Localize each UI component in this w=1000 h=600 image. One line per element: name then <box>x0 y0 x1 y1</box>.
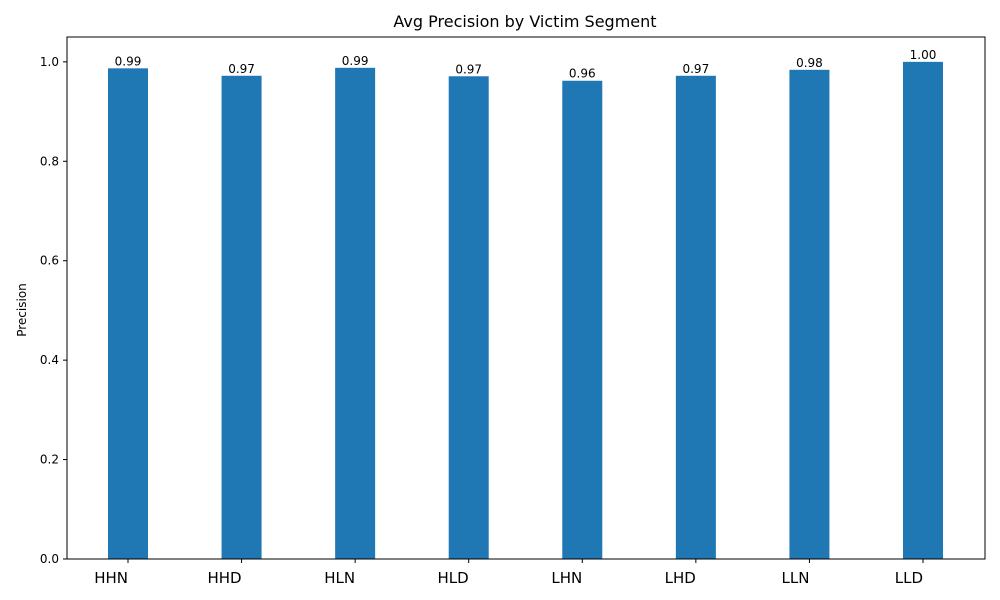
bar-value-label: 0.97 <box>455 62 482 76</box>
bar-value-label: 1.00 <box>910 48 937 62</box>
bar-lld <box>903 61 943 559</box>
bar-hhd <box>221 75 262 559</box>
x-tick-label: HHN <box>94 569 128 587</box>
bars-layer <box>108 61 943 560</box>
bar-lln <box>789 69 830 559</box>
x-tick-label: HLD <box>438 569 469 587</box>
y-tick-label: 0.0 <box>40 552 59 566</box>
x-tick-label: HHD <box>207 569 241 587</box>
plot-frame <box>66 36 986 560</box>
bar-hln <box>335 67 376 559</box>
y-tick-label: 0.2 <box>40 453 59 467</box>
chart-title: Avg Precision by Victim Segment <box>393 12 656 31</box>
bar-value-label: 0.96 <box>569 67 596 81</box>
bar-value-label: 0.97 <box>228 62 255 76</box>
y-tick-label: 0.6 <box>40 254 59 268</box>
y-tick-label: 1.0 <box>40 55 59 69</box>
y-tick-label: 0.4 <box>40 353 59 367</box>
x-tick-label: HLN <box>324 569 355 587</box>
y-axis-ticks: 0.0 0.2 0.4 0.6 0.8 1.0 <box>40 55 67 566</box>
y-tick-label: 0.8 <box>40 154 59 168</box>
x-tick-label: LHD <box>665 569 696 587</box>
y-axis-label: Precision <box>15 283 29 337</box>
x-tick-label: LHN <box>551 569 582 587</box>
bar-lhd <box>675 75 716 559</box>
x-axis-ticks: HHN HHD HLN HLD LHN LHD LLN LLD <box>94 559 924 587</box>
x-tick-label: LLD <box>895 569 923 587</box>
bar-labels-layer: 0.99 0.97 0.99 0.97 0.96 0.97 0.98 1.00 <box>115 48 937 81</box>
bar-value-label: 0.97 <box>682 62 709 76</box>
bar-hhn <box>108 68 148 559</box>
bar-value-label: 0.98 <box>796 56 823 70</box>
bar-value-label: 0.99 <box>342 54 369 68</box>
x-tick-label: LLN <box>781 569 809 587</box>
bar-value-label: 0.99 <box>115 54 142 68</box>
plot-border <box>66 36 986 560</box>
bar-hld <box>448 76 489 559</box>
bar-lhn <box>562 80 603 560</box>
